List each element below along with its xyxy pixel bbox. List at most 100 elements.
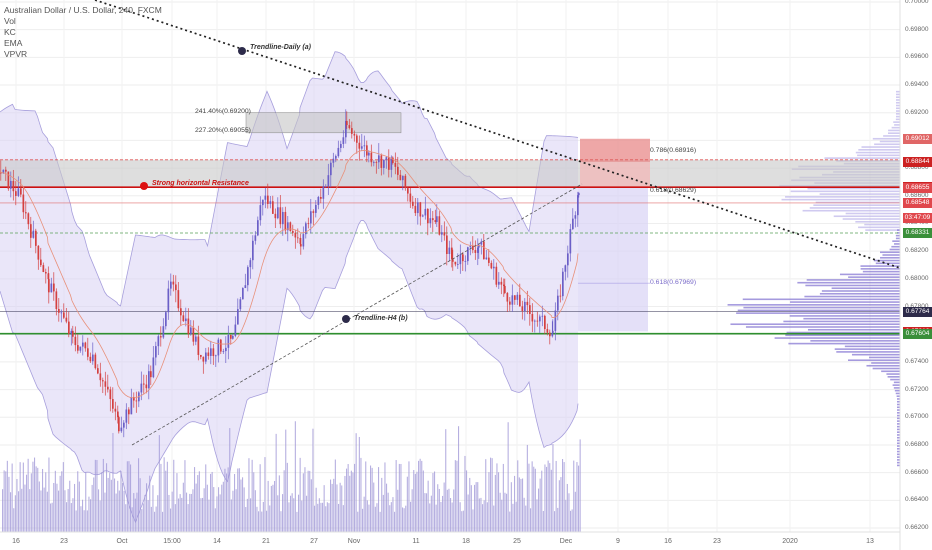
candle-body xyxy=(302,234,305,247)
volume-bar xyxy=(328,503,330,532)
vpvr-bar xyxy=(804,295,900,298)
candle-body xyxy=(495,266,498,285)
candle-body xyxy=(207,352,210,356)
volume-bar xyxy=(376,503,378,532)
candle-body xyxy=(42,265,45,273)
volume-bar xyxy=(160,463,162,532)
candle-body xyxy=(40,259,42,266)
trendline-daily-handle[interactable] xyxy=(238,47,246,55)
volume-bar xyxy=(195,483,197,532)
volume-bar xyxy=(378,467,380,532)
volume-bar xyxy=(170,508,172,532)
candle-body xyxy=(448,247,451,254)
vpvr-bar xyxy=(774,337,900,339)
candle-body xyxy=(305,223,307,235)
volume-bar xyxy=(157,495,159,532)
x-tick-label: 25 xyxy=(513,538,521,545)
price-tag: 0.67604 xyxy=(903,328,932,339)
vpvr-bar xyxy=(897,436,900,439)
vpvr-bar xyxy=(897,232,900,234)
volume-bar xyxy=(299,457,301,532)
volume-bar xyxy=(419,458,421,532)
vpvr-bar xyxy=(892,384,900,386)
candle-body xyxy=(5,169,7,172)
candle-body xyxy=(264,195,267,200)
candle-body xyxy=(217,339,220,356)
candle-body xyxy=(25,212,27,214)
volume-bar xyxy=(206,484,208,532)
candle-body xyxy=(348,125,351,129)
indicator-kc[interactable]: KC xyxy=(4,27,16,37)
volume-bar xyxy=(509,511,511,532)
strong-resistance-handle[interactable] xyxy=(140,182,148,190)
volume-bar xyxy=(197,475,199,532)
volume-bar xyxy=(518,477,520,532)
volume-bar xyxy=(245,507,247,532)
candles xyxy=(0,109,580,438)
volume-bar xyxy=(392,497,394,532)
strong-resistance-label: Strong horizontal Resistance xyxy=(152,180,249,187)
volume-bar xyxy=(227,467,229,532)
volume-bar xyxy=(315,487,317,532)
volume-bar xyxy=(46,491,48,532)
x-tick-label: Nov xyxy=(347,538,361,545)
volume-bar xyxy=(427,480,429,532)
volume-bar xyxy=(410,501,412,532)
volume-bar xyxy=(274,480,276,532)
candle-body xyxy=(92,354,94,362)
indicator-vpvr[interactable]: VPVR xyxy=(4,49,28,59)
volume-bar xyxy=(386,483,388,532)
volume-bar xyxy=(480,497,482,532)
trendline-h4-handle[interactable] xyxy=(342,315,350,323)
volume-bar xyxy=(86,510,88,532)
candle-body xyxy=(53,283,55,292)
candle-body xyxy=(262,199,264,206)
volume-bar xyxy=(182,482,184,532)
candle-body xyxy=(82,342,84,347)
candle-body xyxy=(269,201,272,204)
vpvr-bar xyxy=(727,304,900,306)
y-tick-label: 0.69200 xyxy=(905,108,929,116)
indicator-vol[interactable]: Vol xyxy=(4,16,16,26)
volume-bar xyxy=(554,511,556,532)
candle-body xyxy=(402,175,404,181)
volume-bar xyxy=(526,444,528,532)
volume-bar xyxy=(78,481,80,532)
vpvr-bar xyxy=(857,154,900,157)
volume-bar xyxy=(434,471,436,532)
candle-body xyxy=(20,188,22,195)
candle-body xyxy=(35,230,37,246)
candle-body xyxy=(7,171,10,189)
volume-bar xyxy=(546,466,548,532)
candle-body xyxy=(578,193,580,196)
candle-body xyxy=(272,201,274,214)
candle-body xyxy=(79,346,82,351)
vpvr-bar xyxy=(880,256,900,259)
candle-body xyxy=(330,162,332,176)
volume-bar xyxy=(203,488,205,532)
volume-bar xyxy=(155,506,157,532)
vpvr-bar xyxy=(896,115,900,118)
volume-bar xyxy=(475,482,477,532)
volume-bar xyxy=(408,461,410,532)
volume-bar xyxy=(187,504,189,532)
volume-bar xyxy=(192,489,194,532)
vpvr-bar xyxy=(737,309,900,312)
volume-bar xyxy=(173,459,175,532)
vpvr-bar xyxy=(894,389,900,392)
volume-bar xyxy=(574,491,576,532)
volume-bar xyxy=(88,496,90,532)
volume-bar xyxy=(560,477,562,532)
candle-body xyxy=(242,288,244,300)
volume-bar xyxy=(384,462,386,532)
candle-body xyxy=(417,202,419,214)
volume-bar xyxy=(194,467,196,532)
volume-bar xyxy=(446,489,448,532)
candle-body xyxy=(50,283,53,293)
vpvr-bar xyxy=(897,412,900,414)
indicator-ema[interactable]: EMA xyxy=(4,38,23,48)
volume-bar xyxy=(426,493,428,532)
axis-background xyxy=(900,0,932,550)
volume-bar xyxy=(224,468,226,532)
